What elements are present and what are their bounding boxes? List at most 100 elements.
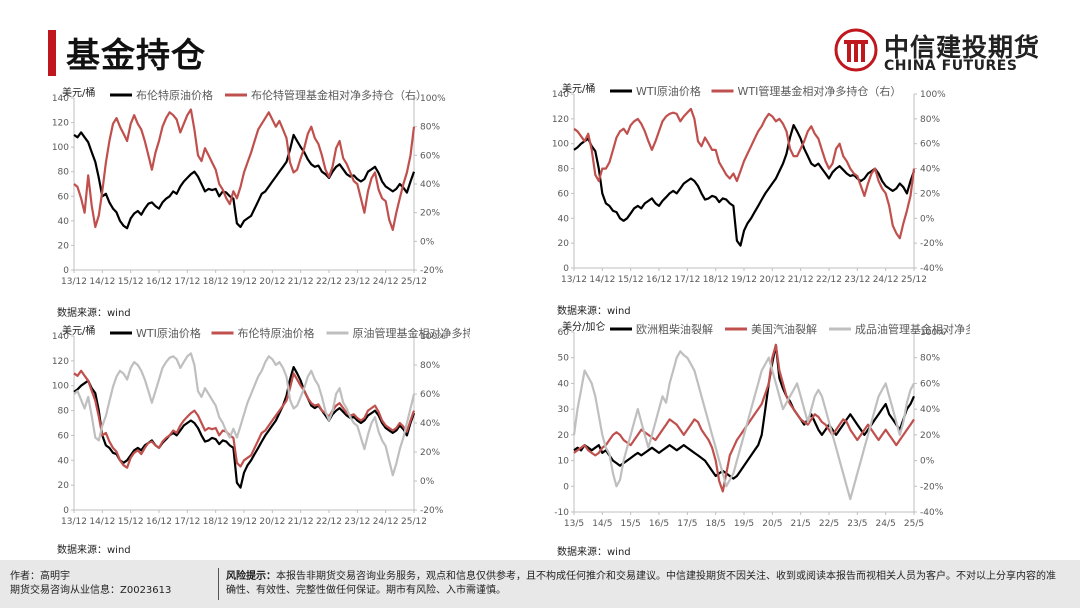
left-tick-label: 100 bbox=[52, 143, 69, 153]
x-tick-label: 13/5 bbox=[564, 519, 584, 529]
x-tick-label: 24/12 bbox=[873, 275, 899, 285]
x-tick-label: 22/12 bbox=[316, 277, 342, 287]
left-tick-label: 40 bbox=[58, 456, 70, 466]
left-tick-label: 20 bbox=[58, 241, 70, 251]
x-tick-label: 18/12 bbox=[703, 275, 729, 285]
x-tick-label: 22/12 bbox=[316, 517, 342, 527]
left-tick-label: 60 bbox=[558, 189, 570, 199]
x-tick-label: 20/12 bbox=[259, 277, 285, 287]
x-tick-label: 25/12 bbox=[401, 277, 427, 287]
left-tick-label: 120 bbox=[52, 357, 69, 367]
risk-text: 本报告非期货交易咨询业务服务，观点和信息仅供参考，且不构成任何推介和交易建议。中… bbox=[226, 571, 1056, 596]
x-tick-label: 15/12 bbox=[618, 275, 644, 285]
right-tick-label: 80% bbox=[920, 354, 940, 364]
chart-svg: 0 20 40 60 80 100 120 140 -20% 0% 20% 40% 60% 80% 100%… bbox=[52, 86, 446, 287]
series-line-2 bbox=[73, 369, 416, 469]
x-tick-label: 16/12 bbox=[146, 517, 172, 527]
legend-label: 美国汽油裂解 bbox=[751, 322, 817, 336]
x-tick-label: 19/12 bbox=[231, 277, 257, 287]
x-tick-label: 14/12 bbox=[89, 277, 115, 287]
x-tick-label: 20/5 bbox=[762, 519, 782, 529]
left-tick-label: 0 bbox=[63, 506, 69, 516]
x-tick-label: 18/12 bbox=[203, 277, 229, 287]
logo-english-name: CHINA FUTURES bbox=[884, 58, 1018, 74]
y-axis-unit-label: 美元/桶 bbox=[62, 324, 95, 337]
x-tick-label: 21/12 bbox=[288, 277, 314, 287]
x-tick-label: 14/5 bbox=[592, 519, 612, 529]
logo-chinese-name: 中信建投期货 bbox=[884, 33, 1041, 62]
chart-source-note: 数据来源：wind bbox=[57, 545, 131, 556]
series-line-3 bbox=[572, 350, 915, 501]
author-info: 作者：高明宇 期货交易咨询从业信息：Z0023613 bbox=[10, 570, 171, 598]
left-tick-label: 100 bbox=[552, 140, 569, 150]
left-tick-label: 40 bbox=[58, 217, 70, 227]
page-footer: 作者：高明宇 期货交易咨询从业信息：Z0023613 风险提示：本报告非期货交易… bbox=[0, 560, 1080, 608]
x-tick-label: 18/12 bbox=[203, 517, 229, 527]
chart-svg: -10 0 10 20 30 40 50 60 -40% -20% 0% 20% 40% 60% 80% 10… bbox=[554, 320, 970, 529]
left-tick-label: 0 bbox=[63, 266, 69, 276]
right-tick-label: -40% bbox=[920, 264, 944, 274]
chart-wti-price-vs-positioning: 0 20 40 60 80 100 120 140 -40% -20% 0% 20% 40% 60% 80%… bbox=[550, 80, 970, 302]
author-name: 作者：高明宇 bbox=[10, 571, 70, 582]
left-tick-label: -10 bbox=[554, 508, 569, 518]
left-tick-label: 80 bbox=[58, 407, 70, 417]
left-tick-label: 60 bbox=[58, 192, 70, 202]
x-tick-label: 14/12 bbox=[89, 517, 115, 527]
legend-label: 成品油管理基金相对净多头 bbox=[855, 322, 970, 336]
x-tick-label: 24/5 bbox=[876, 519, 896, 529]
left-tick-label: 140 bbox=[52, 332, 69, 342]
x-tick-label: 25/12 bbox=[401, 517, 427, 527]
x-tick-label: 22/5 bbox=[819, 519, 839, 529]
legend-label: 布伦特原油价格 bbox=[238, 326, 315, 340]
right-tick-label: 60% bbox=[420, 151, 440, 161]
right-tick-label: 80% bbox=[420, 361, 440, 371]
right-tick-label: 100% bbox=[920, 90, 946, 100]
legend-label: 欧洲粗柴油裂解 bbox=[636, 322, 713, 336]
chart-source-note: 数据来源：wind bbox=[57, 308, 131, 319]
x-tick-label: 22/12 bbox=[816, 275, 842, 285]
chart-svg: 0 20 40 60 80 100 120 140 -40% -20% 0% 20% 40% 60% 80%… bbox=[552, 82, 946, 285]
series-line-1 bbox=[73, 365, 416, 489]
x-tick-label: 20/12 bbox=[259, 517, 285, 527]
x-tick-label: 23/12 bbox=[344, 277, 370, 287]
right-tick-label: 100% bbox=[420, 332, 446, 342]
chart-brent-price-vs-positioning: 0 20 40 60 80 100 120 140 -20% 0% 20% 40% 60% 80% 100%… bbox=[50, 84, 470, 304]
company-logo: 中信建投期货 CHINA FUTURES bbox=[834, 28, 1044, 78]
x-tick-label: 24/12 bbox=[373, 277, 399, 287]
x-tick-label: 13/12 bbox=[61, 277, 87, 287]
x-tick-label: 14/12 bbox=[589, 275, 615, 285]
x-tick-label: 17/12 bbox=[674, 275, 700, 285]
chart-source-note: 数据来源：wind bbox=[557, 547, 631, 558]
left-tick-label: 50 bbox=[558, 354, 570, 364]
author-license: 期货交易咨询从业信息：Z0023613 bbox=[10, 585, 172, 596]
right-tick-label: 40% bbox=[420, 419, 440, 429]
right-tick-label: 20% bbox=[420, 448, 440, 458]
left-tick-label: 80 bbox=[58, 168, 70, 178]
series-line-1 bbox=[73, 131, 416, 230]
x-tick-label: 15/12 bbox=[118, 277, 144, 287]
left-tick-label: 40 bbox=[558, 214, 570, 224]
x-tick-label: 15/12 bbox=[118, 517, 144, 527]
chart-source-note: 数据来源：wind bbox=[557, 306, 631, 317]
right-tick-label: 60% bbox=[920, 379, 940, 389]
right-tick-label: -40% bbox=[920, 508, 944, 518]
right-tick-label: -20% bbox=[420, 506, 444, 516]
legend-label: 布伦特原油价格 bbox=[136, 88, 213, 102]
risk-label: 风险提示： bbox=[226, 571, 276, 582]
x-tick-label: 16/12 bbox=[646, 275, 672, 285]
left-tick-label: 20 bbox=[58, 481, 70, 491]
x-tick-label: 16/5 bbox=[649, 519, 669, 529]
right-tick-label: 40% bbox=[920, 165, 940, 175]
right-tick-label: -20% bbox=[420, 266, 444, 276]
x-tick-label: 24/12 bbox=[373, 517, 399, 527]
left-tick-label: 40 bbox=[558, 379, 570, 389]
right-tick-label: -20% bbox=[920, 239, 944, 249]
x-tick-label: 20/12 bbox=[759, 275, 785, 285]
logo-emblem-icon bbox=[834, 28, 878, 72]
series-line-2 bbox=[573, 343, 915, 493]
chart-crude-prices-vs-positioning: 0 20 40 60 80 100 120 140 -20% 0% 20% 40% 60% 80% 100%… bbox=[50, 322, 470, 544]
title-accent-bar bbox=[48, 30, 56, 76]
left-tick-label: 20 bbox=[558, 431, 570, 441]
left-tick-label: 100 bbox=[52, 382, 69, 392]
right-tick-label: 0% bbox=[420, 477, 435, 487]
